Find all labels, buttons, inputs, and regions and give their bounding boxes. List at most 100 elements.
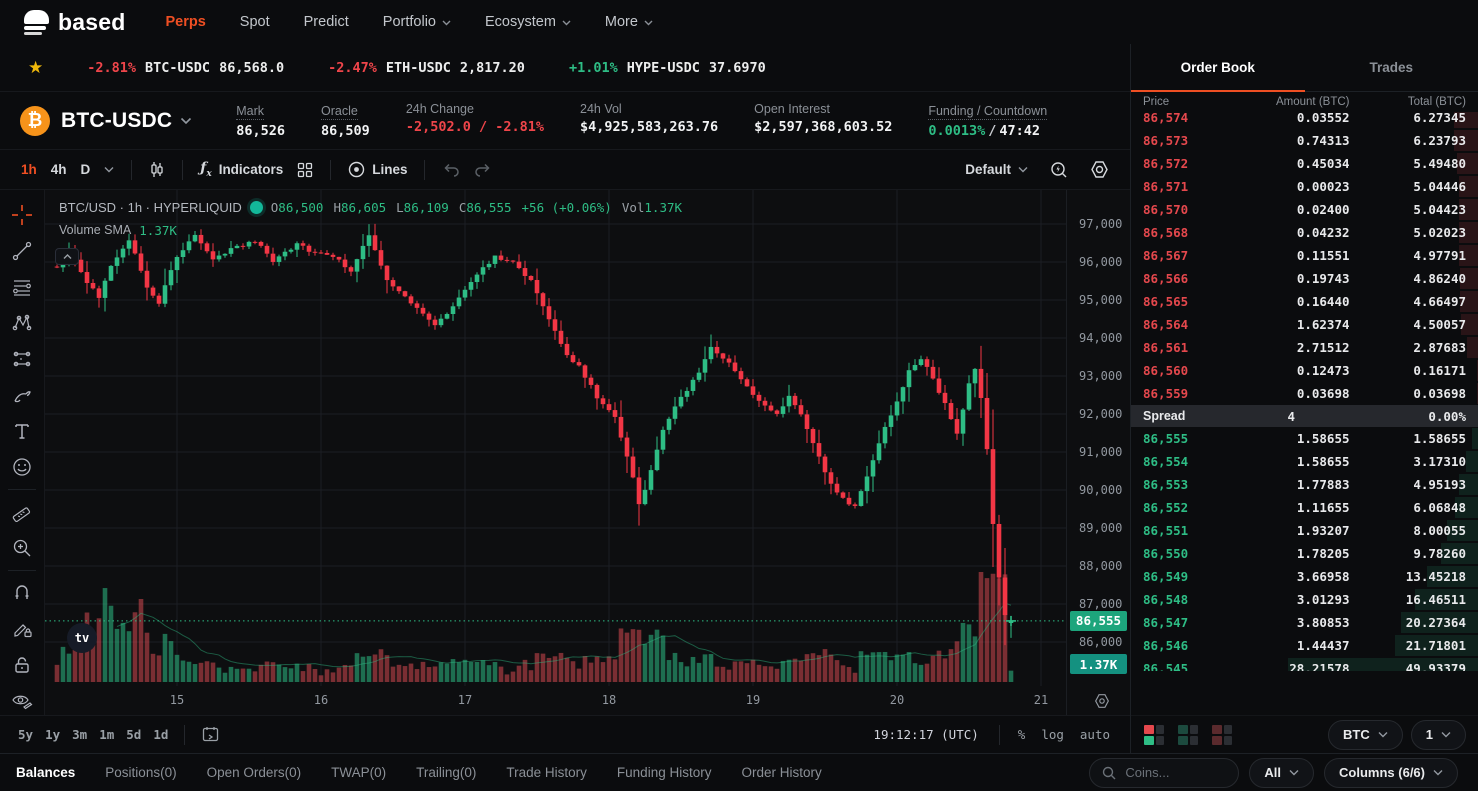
ask-row[interactable]: 86,567 0.11551 4.97791 xyxy=(1131,244,1478,267)
bottom-tab[interactable]: Funding History xyxy=(616,765,712,780)
redo-button[interactable] xyxy=(467,159,499,181)
chart-settings-icon[interactable] xyxy=(1083,156,1116,183)
chart-clock[interactable]: 19:12:17 (UTC) xyxy=(873,727,979,742)
ask-row[interactable]: 86,571 0.00023 5.04446 xyxy=(1131,175,1478,198)
ask-row[interactable]: 86,561 2.71512 2.87683 xyxy=(1131,336,1478,359)
candle-style-button[interactable] xyxy=(142,157,172,183)
bid-row[interactable]: 86,550 1.78205 9.78260 xyxy=(1131,542,1478,565)
ask-row[interactable]: 86,566 0.19743 4.86240 xyxy=(1131,267,1478,290)
hide-drawings-tool[interactable] xyxy=(7,690,37,712)
tradingview-logo[interactable]: tv xyxy=(67,623,97,653)
lock-all-tool[interactable] xyxy=(7,654,37,676)
range-button[interactable]: 1m xyxy=(99,727,115,742)
axis-settings-icon[interactable] xyxy=(1094,693,1110,709)
favorites-star-icon[interactable]: ★ xyxy=(28,57,44,77)
layout-select[interactable]: Default xyxy=(958,158,1035,181)
book-mode-asks-button[interactable] xyxy=(1211,724,1235,746)
ask-row[interactable]: 86,560 0.12473 0.16171 xyxy=(1131,359,1478,382)
scale-log-button[interactable]: log xyxy=(1041,727,1064,742)
nav-item[interactable]: Predict xyxy=(303,14,349,30)
chart-plot[interactable]: BTC/USD · 1h · HYPERLIQUID O86,500 H86,6… xyxy=(45,190,1066,753)
layout-grid-button[interactable] xyxy=(290,158,320,182)
book-mode-bids-button[interactable] xyxy=(1177,724,1201,746)
ticker-item[interactable]: -2.81% BTC-USDC 86,568.0 xyxy=(87,60,284,76)
nav-item[interactable]: More xyxy=(605,14,653,30)
bottom-tab[interactable]: TWAP(0) xyxy=(331,765,387,780)
bid-row[interactable]: 86,545 28.21578 49.93379 xyxy=(1131,657,1478,671)
book-asset-select[interactable]: BTC xyxy=(1328,719,1403,750)
bottom-tab[interactable]: Trailing(0) xyxy=(416,765,477,780)
horizontal-lines-tool[interactable] xyxy=(7,276,37,298)
ask-row[interactable]: 86,570 0.02400 5.04423 xyxy=(1131,198,1478,221)
legend-title[interactable]: BTC/USD · 1h · HYPERLIQUID xyxy=(59,200,242,215)
crosshair-tool[interactable] xyxy=(7,204,37,226)
symbol-chevron-down-icon[interactable] xyxy=(180,117,192,125)
lines-button[interactable]: Lines xyxy=(341,157,414,182)
bid-row[interactable]: 86,548 3.01293 16.46511 xyxy=(1131,588,1478,611)
xabcd-pattern-tool[interactable] xyxy=(7,312,37,334)
bid-row[interactable]: 86,553 1.77883 4.95193 xyxy=(1131,473,1478,496)
nav-item[interactable]: Portfolio xyxy=(383,14,451,30)
long-short-position-tool[interactable] xyxy=(7,348,37,370)
trend-line-tool[interactable] xyxy=(7,240,37,262)
ruler-tool[interactable] xyxy=(7,501,37,523)
quick-search-icon[interactable] xyxy=(1043,157,1075,183)
bottom-tab[interactable]: Open Orders(0) xyxy=(206,765,302,780)
bid-row[interactable]: 86,546 1.44437 21.71801 xyxy=(1131,634,1478,657)
range-button[interactable]: 5d xyxy=(126,727,142,742)
filter-all-select[interactable]: All xyxy=(1249,757,1315,788)
go-to-date-icon[interactable] xyxy=(195,722,226,747)
bid-row[interactable]: 86,555 1.58655 1.58655 xyxy=(1131,427,1478,450)
range-button[interactable]: 1d xyxy=(153,727,169,742)
timeframe-chevron-down-icon[interactable] xyxy=(97,162,121,177)
market-symbol[interactable]: BTC-USDC xyxy=(61,108,173,132)
timeframe-button[interactable]: 4h xyxy=(50,162,67,177)
ask-row[interactable]: 86,573 0.74313 6.23793 xyxy=(1131,129,1478,152)
coins-search-input[interactable] xyxy=(1123,764,1224,781)
magnet-tool[interactable] xyxy=(7,582,37,604)
bid-row[interactable]: 86,551 1.93207 8.00055 xyxy=(1131,519,1478,542)
time-axis[interactable]: 15 16 17 18 19 20 21 xyxy=(45,686,1066,717)
brand-logo[interactable]: based xyxy=(24,9,125,36)
range-button[interactable]: 3m xyxy=(72,727,88,742)
ticker-item[interactable]: +1.01% HYPE-USDC 37.6970 xyxy=(569,60,766,76)
columns-select[interactable]: Columns (6/6) xyxy=(1324,757,1458,788)
bottom-tab[interactable]: Positions(0) xyxy=(105,765,177,780)
emoji-tool[interactable] xyxy=(7,456,37,478)
range-button[interactable]: 1y xyxy=(45,727,61,742)
tab-trades[interactable]: Trades xyxy=(1369,60,1414,75)
ask-row[interactable]: 86,564 1.62374 4.50057 xyxy=(1131,313,1478,336)
text-tool[interactable] xyxy=(7,420,37,442)
range-button[interactable]: 5y xyxy=(18,727,34,742)
book-grouping-select[interactable]: 1 xyxy=(1410,719,1466,750)
coins-search[interactable] xyxy=(1089,757,1240,788)
ticker-item[interactable]: -2.47% ETH-USDC 2,817.20 xyxy=(328,60,525,76)
undo-button[interactable] xyxy=(435,159,467,181)
nav-item[interactable]: Spot xyxy=(239,14,270,30)
timeframe-button[interactable]: D xyxy=(80,162,91,177)
book-mode-split-button[interactable] xyxy=(1143,724,1167,746)
bid-row[interactable]: 86,552 1.11655 6.06848 xyxy=(1131,496,1478,519)
zoom-in-tool[interactable] xyxy=(7,537,37,559)
ask-row[interactable]: 86,565 0.16440 4.66497 xyxy=(1131,290,1478,313)
nav-item[interactable]: Ecosystem xyxy=(485,14,571,30)
bottom-tab[interactable]: Order History xyxy=(741,765,822,780)
ask-row[interactable]: 86,559 0.03698 0.03698 xyxy=(1143,383,1478,404)
ask-row[interactable]: 86,572 0.45034 5.49480 xyxy=(1131,152,1478,175)
ask-row[interactable]: 86,574 0.03552 6.27345 xyxy=(1131,112,1478,129)
brush-tool[interactable] xyxy=(7,384,37,406)
legend-collapse-button[interactable] xyxy=(55,248,79,265)
tab-order-book[interactable]: Order Book xyxy=(1131,44,1305,92)
bid-row[interactable]: 86,549 3.66958 13.45218 xyxy=(1131,565,1478,588)
indicators-button[interactable]: ƒx Indicators xyxy=(200,160,284,179)
scale-percent-button[interactable]: % xyxy=(1017,727,1026,742)
bid-row[interactable]: 86,547 3.80853 20.27364 xyxy=(1131,611,1478,634)
nav-item[interactable]: Perps xyxy=(165,14,206,30)
price-axis[interactable]: 97,000 96,000 95,000 94,000 93,000 92,000 91,0… xyxy=(1066,190,1130,753)
bottom-tab[interactable]: Trade History xyxy=(506,765,587,780)
timeframe-button[interactable]: 1h xyxy=(21,162,37,177)
bid-row[interactable]: 86,554 1.58655 3.17310 xyxy=(1131,450,1478,473)
bottom-tab[interactable]: Balances xyxy=(16,765,76,780)
drawing-lock-tool[interactable] xyxy=(7,618,37,640)
candlestick-chart[interactable] xyxy=(45,190,1066,686)
